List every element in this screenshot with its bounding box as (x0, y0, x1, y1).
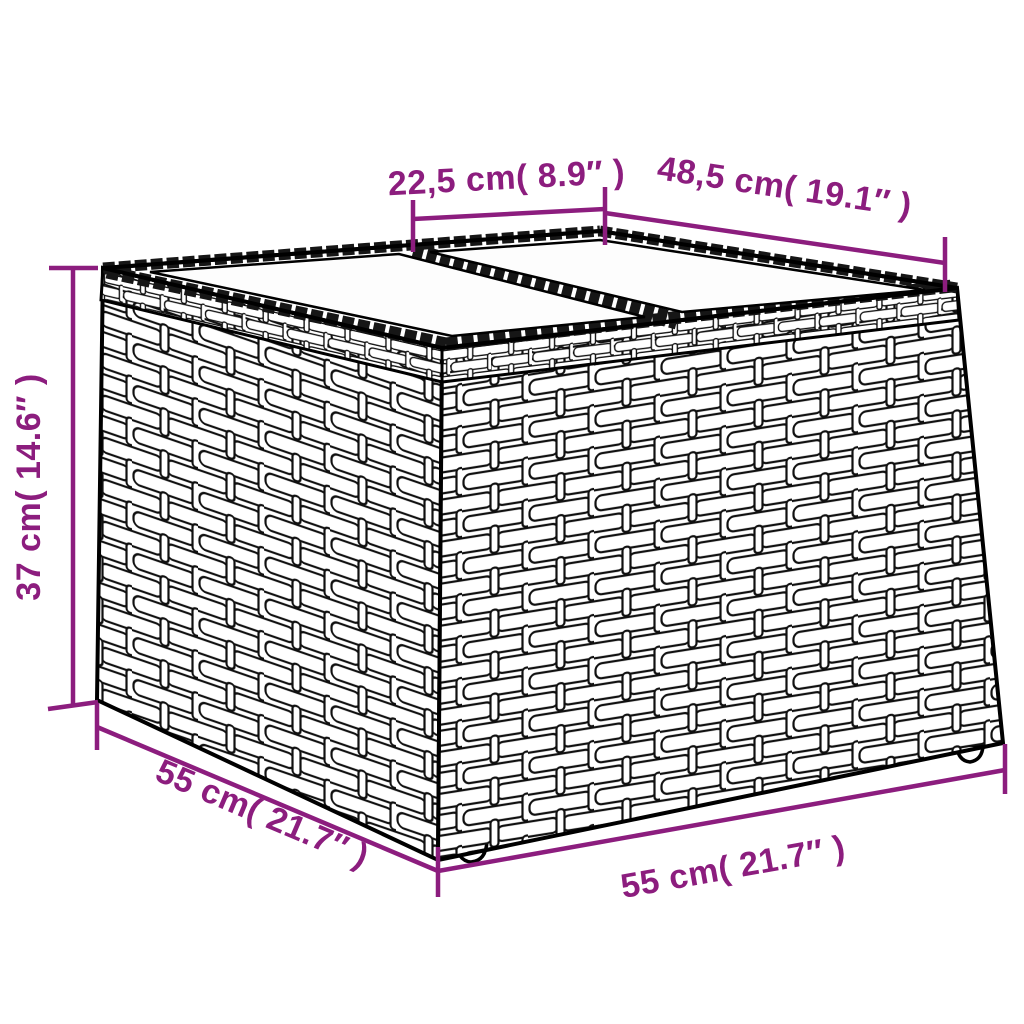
table-illustration (94, 225, 1006, 864)
dimension-line-depth (94, 703, 441, 897)
dimension-line-glass-panel-length (604, 210, 948, 292)
table-top-outline (102, 228, 958, 351)
glass-panel-left (149, 252, 646, 338)
dimension-label-height: 37 cm( 14.6″ ) (10, 373, 48, 600)
dimension-line-height (47, 265, 99, 712)
dimension-label-width: 55 cm( 21.7″ ) (618, 828, 849, 906)
dimension-line-glass-panel-width (410, 187, 608, 252)
dimension-label-glass-panel-length: 48,5 cm( 19.1″ ) (655, 149, 915, 225)
dimension-line-width (437, 744, 1008, 874)
dimension-label-glass-panel-width: 22,5 cm( 8.9″ ) (387, 153, 626, 203)
table-top-divider (410, 243, 680, 330)
